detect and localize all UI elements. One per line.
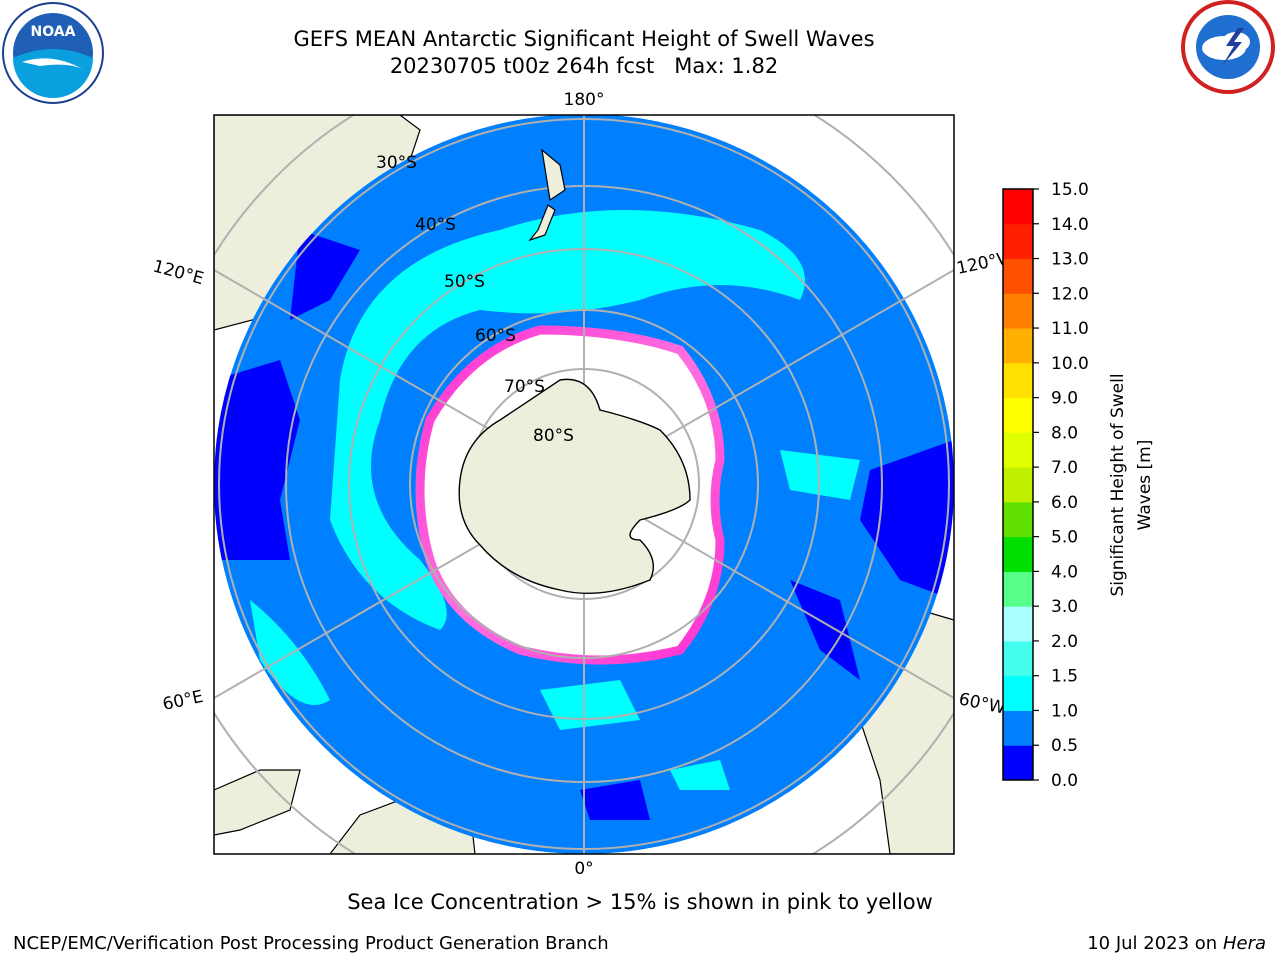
lat-label-50s: 50°S (444, 272, 485, 292)
map-area (214, 115, 954, 854)
lat-label-40s: 40°S (415, 215, 456, 235)
lat-label-30s: 30°S (376, 153, 417, 173)
colorbar-segment (1003, 223, 1033, 260)
footer-date: 10 Jul 2023 on Hera (1087, 933, 1266, 954)
new-zealand (528, 148, 566, 242)
colorbar-segment (1003, 467, 1033, 503)
colorbar-tick-label: 4.0 (1051, 562, 1078, 582)
colorbar-tick-label: 5.0 (1051, 528, 1078, 548)
colorbar-tick-label: 8.0 (1051, 423, 1078, 443)
colorbar-tick-label: 0.0 (1051, 771, 1078, 791)
antarctica (458, 378, 691, 594)
colorbar-segment (1003, 710, 1033, 746)
colorbar-segment (1003, 501, 1033, 538)
colorbar-tick-label: 2.0 (1051, 632, 1078, 652)
footer-credit: NCEP/EMC/Verification Post Processing Pr… (13, 933, 609, 954)
colorbar-segment (1003, 397, 1033, 433)
colorbar-label-line2: Waves [m] (1135, 440, 1155, 531)
lat-label-70s: 70°S (504, 377, 545, 397)
colorbar-tick-label: 1.0 (1051, 701, 1078, 721)
footer-system: Hera (1222, 933, 1266, 954)
colorbar-border (1002, 188, 1034, 781)
colorbar-segment (1003, 606, 1033, 642)
lon-label-0: 0° (574, 859, 593, 879)
colorbar-segment (1003, 362, 1033, 399)
colorbar-tick-label: 10.0 (1051, 354, 1089, 374)
noaa-logo-text: NOAA (31, 24, 76, 40)
colorbar-tick-label: 11.0 (1051, 319, 1089, 339)
colorbar-tick-label: 6.0 (1051, 493, 1078, 513)
chart-title: GEFS MEAN Antarctic Significant Height o… (293, 27, 875, 51)
colorbar-tick-label: 9.0 (1051, 389, 1078, 409)
max-value: Max: 1.82 (674, 54, 779, 78)
colorbar-label-line1: Significant Height of Swell (1108, 373, 1128, 596)
colorbar-tick-label: 13.0 (1051, 250, 1089, 270)
lon-label-180: 180° (564, 90, 605, 110)
lon-label-60w: 60°W (957, 689, 1007, 718)
colorbar-tick-label: 0.5 (1051, 736, 1078, 756)
colorbar-segment (1003, 258, 1033, 294)
colorbar: 0.0 0.5 1.0 1.5 2.0 3.0 4.0 5.0 6.0 7.0 8.0 9.0 10.0… (1002, 180, 1089, 791)
sea-ice-caption: Sea Ice Concentration > 15% is shown in … (347, 890, 933, 914)
colorbar-tick-label: 3.0 (1051, 597, 1078, 617)
noaa-logo: NOAA (2, 2, 104, 104)
colorbar-segment (1003, 571, 1033, 607)
colorbar-segment (1003, 293, 1033, 329)
lon-label-120e: 120°E (151, 257, 206, 290)
lat-label-60s: 60°S (475, 326, 516, 346)
colorbar-segment (1003, 432, 1033, 468)
map-frame (213, 114, 955, 855)
colorbar-segment (1003, 328, 1033, 364)
colorbar-tick-label: 1.5 (1051, 667, 1078, 687)
colorbar-segment (1003, 675, 1033, 711)
nws-logo (1181, 0, 1275, 94)
colorbar-tick-label: 15.0 (1051, 180, 1089, 200)
colorbar-tick-label: 7.0 (1051, 458, 1078, 478)
colorbar-segment (1003, 189, 1033, 225)
colorbar-segment (1003, 536, 1033, 572)
footer-date-text: 10 Jul 2023 on (1087, 933, 1223, 954)
colorbar-segment (1003, 745, 1033, 781)
lon-label-60e: 60°E (161, 687, 205, 715)
forecast-run: 20230705 t00z 264h fcst (389, 54, 655, 78)
colorbar-tick-label: 12.0 (1051, 284, 1089, 304)
colorbar-segment (1003, 640, 1033, 677)
lat-label-80s: 80°S (533, 426, 574, 446)
chart-subtitle: 20230705 t00z 264h fcst Max: 1.82 (234, 54, 934, 78)
colorbar-tick-label: 14.0 (1051, 215, 1089, 235)
